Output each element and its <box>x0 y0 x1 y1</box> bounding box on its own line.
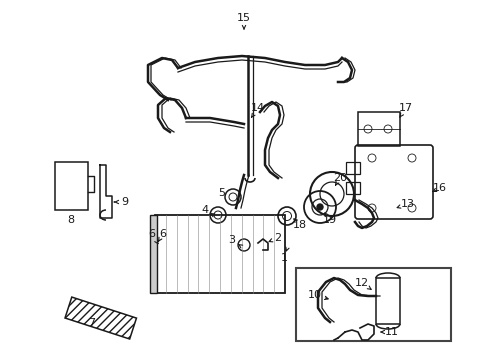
Text: 13: 13 <box>400 199 414 209</box>
Text: 12: 12 <box>354 278 368 288</box>
Bar <box>357 112 399 146</box>
Text: 16: 16 <box>432 183 446 193</box>
Text: 18: 18 <box>292 220 306 230</box>
Bar <box>55 162 88 210</box>
Bar <box>65 297 136 339</box>
Text: 6: 6 <box>148 229 155 239</box>
Text: 1: 1 <box>280 253 287 263</box>
Bar <box>375 278 399 324</box>
Circle shape <box>316 204 323 210</box>
Text: 14: 14 <box>250 103 264 113</box>
Text: 19: 19 <box>322 215 336 225</box>
Text: 15: 15 <box>237 13 250 23</box>
Text: 8: 8 <box>67 215 74 225</box>
Bar <box>295 268 450 341</box>
Bar <box>346 162 359 174</box>
Text: 20: 20 <box>332 173 346 183</box>
Bar <box>346 182 359 194</box>
Text: 7: 7 <box>88 318 95 328</box>
Text: 2: 2 <box>274 233 281 243</box>
Text: 11: 11 <box>384 327 398 337</box>
Text: 4: 4 <box>201 205 208 215</box>
Text: 6: 6 <box>159 229 166 239</box>
Text: 5: 5 <box>218 188 225 198</box>
Bar <box>155 215 285 293</box>
Text: 9: 9 <box>121 197 128 207</box>
Bar <box>150 215 157 293</box>
Text: 10: 10 <box>307 290 321 300</box>
Text: 17: 17 <box>398 103 412 113</box>
Text: 3: 3 <box>228 235 235 245</box>
